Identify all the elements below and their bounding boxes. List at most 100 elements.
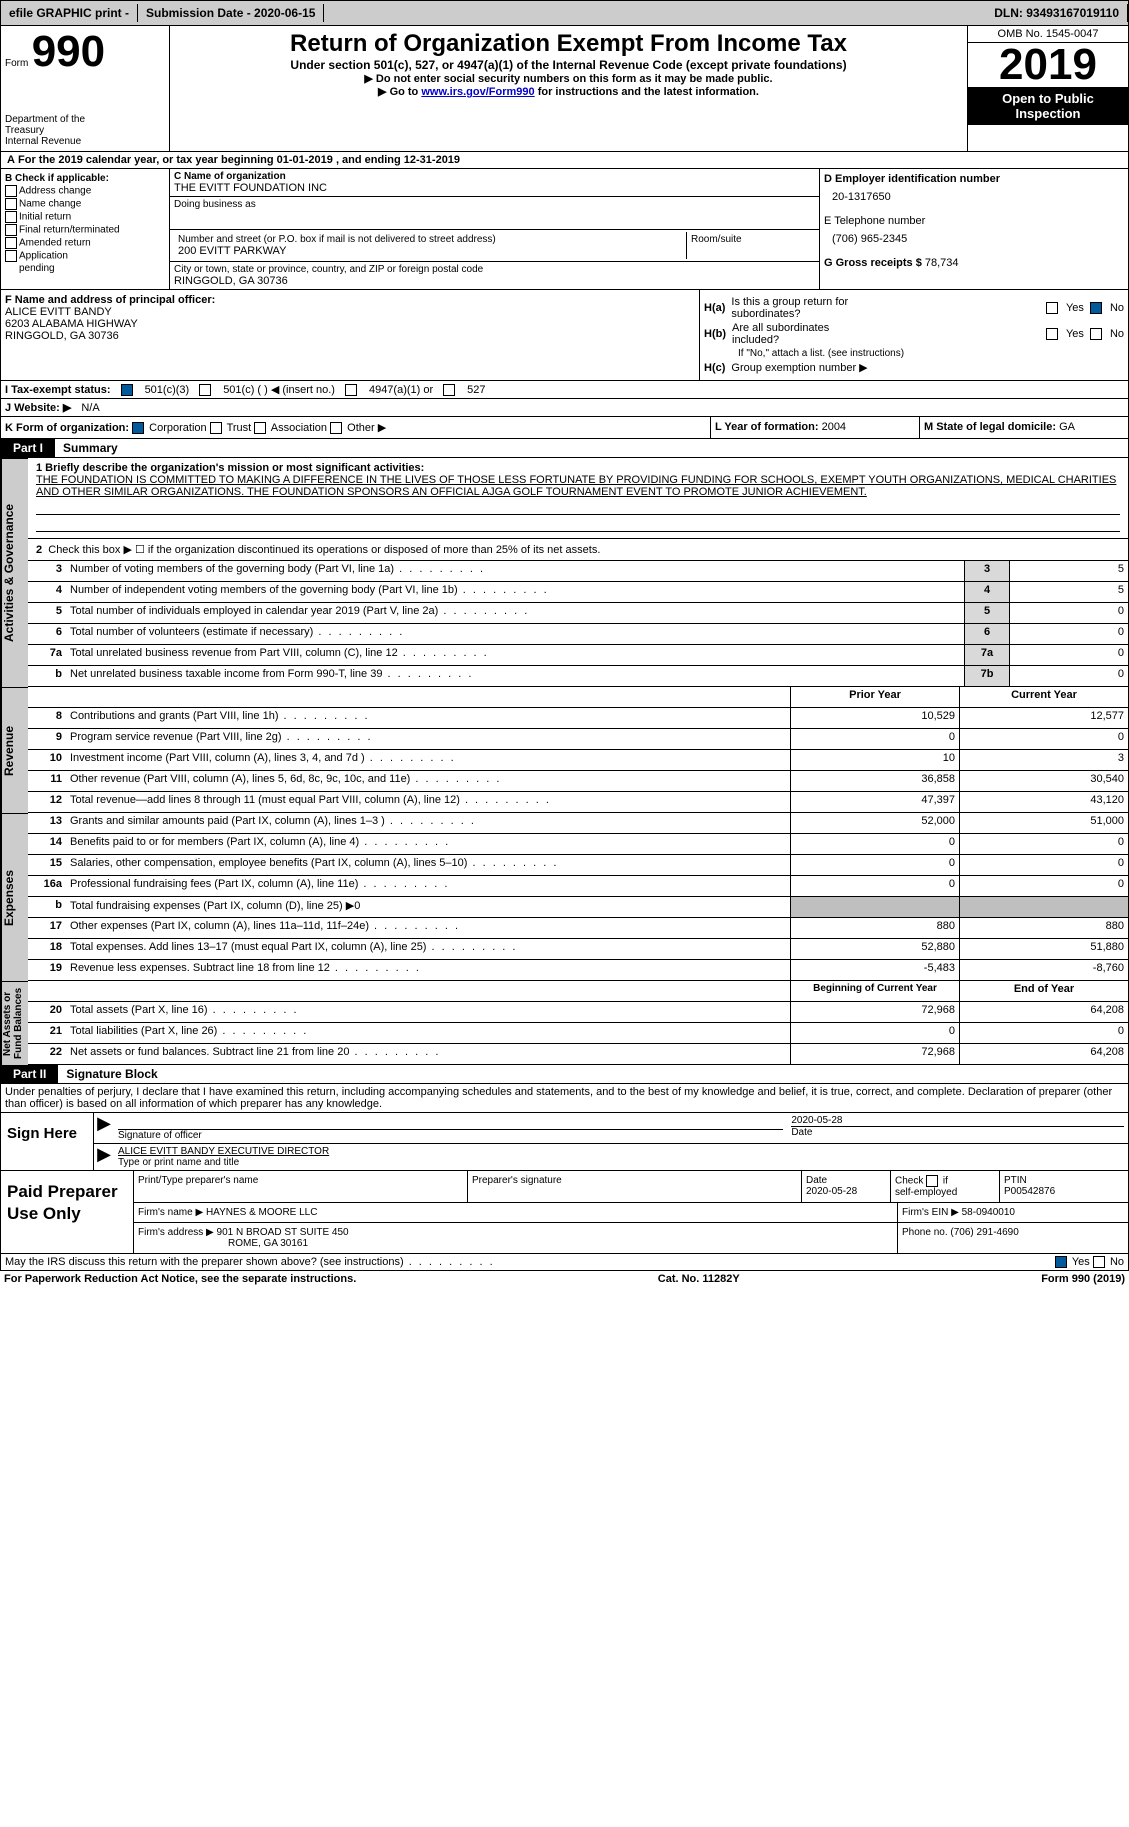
- chk-final-return[interactable]: [5, 224, 17, 236]
- open-to-public: Open to PublicInspection: [968, 87, 1128, 125]
- table-row: 13Grants and similar amounts paid (Part …: [28, 813, 1129, 834]
- row-i: I Tax-exempt status: 501(c)(3) 501(c) ( …: [0, 381, 1129, 399]
- chk-amended-return[interactable]: [5, 237, 17, 249]
- preparer-block: Paid Preparer Use Only Print/Type prepar…: [0, 1171, 1129, 1254]
- sig-of-officer-label: Signature of officer: [118, 1129, 783, 1141]
- name-arrow-icon: ▶: [94, 1144, 114, 1170]
- top-bar: efile GRAPHIC print - Submission Date - …: [0, 0, 1129, 26]
- line2-text: Check this box ▶ ☐ if the organization d…: [48, 544, 600, 556]
- table-row: 17Other expenses (Part IX, column (A), l…: [28, 918, 1129, 939]
- chk-application[interactable]: [5, 250, 17, 262]
- chk-ha-yes[interactable]: [1046, 302, 1058, 314]
- form990-link[interactable]: www.irs.gov/Form990: [421, 86, 534, 98]
- expenses-section: Expenses 13Grants and similar amounts pa…: [0, 813, 1129, 981]
- hb-note: If "No," attach a list. (see instruction…: [704, 348, 1124, 359]
- hc-text: Group exemption number ▶: [731, 361, 867, 374]
- chk-ha-no[interactable]: [1090, 302, 1102, 314]
- form-word: Form: [5, 58, 28, 69]
- table-row: 8Contributions and grants (Part VIII, li…: [28, 708, 1129, 729]
- org-name: THE EVITT FOUNDATION INC: [174, 182, 327, 194]
- year-formation: 2004: [822, 421, 846, 433]
- chk-hb-yes[interactable]: [1046, 328, 1058, 340]
- chk-self-employed[interactable]: [926, 1175, 938, 1187]
- box-d: D Employer identification number 20-1317…: [819, 169, 1128, 289]
- room-label: Room/suite: [691, 234, 742, 245]
- chk-name-change[interactable]: [5, 198, 17, 210]
- table-row: 20Total assets (Part X, line 16)72,96864…: [28, 1002, 1129, 1023]
- table-row: bNet unrelated business taxable income f…: [28, 666, 1129, 687]
- telephone-label: E Telephone number: [824, 215, 1124, 227]
- table-row: 14Benefits paid to or for members (Part …: [28, 834, 1129, 855]
- box-c: C Name of organization THE EVITT FOUNDAT…: [170, 169, 819, 289]
- box-b: B Check if applicable: Address change Na…: [1, 169, 170, 289]
- col-prior-year: Prior Year: [790, 687, 959, 707]
- chk-corporation[interactable]: [132, 422, 144, 434]
- chk-discuss-no[interactable]: [1093, 1256, 1105, 1268]
- prep-date: 2020-05-28: [806, 1186, 857, 1197]
- paid-preparer-label: Paid Preparer Use Only: [1, 1171, 134, 1253]
- chk-hb-no[interactable]: [1090, 328, 1102, 340]
- perjury-text: Under penalties of perjury, I declare th…: [0, 1084, 1129, 1113]
- table-row: bTotal fundraising expenses (Part IX, co…: [28, 897, 1129, 918]
- sidetab-governance: Activities & Governance: [1, 458, 28, 687]
- ein: 20-1317650: [824, 185, 1124, 215]
- table-row: 9Program service revenue (Part VIII, lin…: [28, 729, 1129, 750]
- firm-addr2: ROME, GA 30161: [138, 1238, 308, 1249]
- sign-date-label: Date: [791, 1126, 1124, 1138]
- part1-header: Part I Summary: [0, 439, 1129, 458]
- table-row: 11Other revenue (Part VIII, column (A), …: [28, 771, 1129, 792]
- firm-ein: 58-0940010: [962, 1207, 1015, 1218]
- discuss-row: May the IRS discuss this return with the…: [0, 1254, 1129, 1271]
- chk-trust[interactable]: [210, 422, 222, 434]
- line1-label: 1 Briefly describe the organization's mi…: [36, 462, 424, 474]
- chk-initial-return[interactable]: [5, 211, 17, 223]
- chk-other[interactable]: [330, 422, 342, 434]
- chk-association[interactable]: [254, 422, 266, 434]
- chk-527[interactable]: [443, 384, 455, 396]
- sidetab-expenses: Expenses: [1, 813, 28, 981]
- form-number: 990: [32, 27, 105, 76]
- sidetab-revenue: Revenue: [1, 687, 28, 813]
- dln: DLN: 93493167019110: [986, 4, 1128, 22]
- officer-addr1: 6203 ALABAMA HIGHWAY: [5, 318, 138, 330]
- table-row: 6Total number of volunteers (estimate if…: [28, 624, 1129, 645]
- sign-arrow-icon: ▶: [94, 1113, 114, 1143]
- footer-row: For Paperwork Reduction Act Notice, see …: [0, 1271, 1129, 1287]
- part2-header: Part II Signature Block: [0, 1065, 1129, 1084]
- cat-no: Cat. No. 11282Y: [658, 1273, 740, 1285]
- col-beg-year: Beginning of Current Year: [790, 981, 959, 1001]
- table-row: 19Revenue less expenses. Subtract line 1…: [28, 960, 1129, 981]
- netassets-section: Net Assets or Fund Balances Beginning of…: [0, 981, 1129, 1065]
- ptin: P00542876: [1004, 1186, 1055, 1197]
- table-row: 15Salaries, other compensation, employee…: [28, 855, 1129, 876]
- sign-date: 2020-05-28: [791, 1115, 1124, 1126]
- firm-phone: (706) 291-4690: [950, 1227, 1018, 1238]
- firm-addr1: 901 N BROAD ST SUITE 450: [217, 1227, 349, 1238]
- form-ref: Form 990 (2019): [1041, 1273, 1125, 1285]
- sign-here-label: Sign Here: [1, 1113, 94, 1170]
- chk-address-change[interactable]: [5, 185, 17, 197]
- main-title: Return of Organization Exempt From Incom…: [174, 30, 963, 58]
- state-domicile: GA: [1059, 421, 1075, 433]
- table-row: 5Total number of individuals employed in…: [28, 603, 1129, 624]
- telephone: (706) 965-2345: [824, 227, 1124, 257]
- table-row: 16aProfessional fundraising fees (Part I…: [28, 876, 1129, 897]
- chk-501c3[interactable]: [121, 384, 133, 396]
- table-row: 4Number of independent voting members of…: [28, 582, 1129, 603]
- chk-4947[interactable]: [345, 384, 357, 396]
- chk-501c[interactable]: [199, 384, 211, 396]
- sidetab-netassets: Net Assets or Fund Balances: [1, 981, 28, 1065]
- table-row: 7aTotal unrelated business revenue from …: [28, 645, 1129, 666]
- form-header: Form 990 Department of the Treasury Inte…: [0, 26, 1129, 152]
- officer-addr2: RINGGOLD, GA 30736: [5, 330, 119, 342]
- revenue-section: Revenue Prior Year Current Year 8Contrib…: [0, 687, 1129, 813]
- gross-receipts: 78,734: [925, 257, 959, 269]
- tax-year: 2019: [968, 43, 1128, 87]
- row-j: J Website: ▶ N/A: [0, 399, 1129, 417]
- dept-line: Department of the Treasury Internal Reve…: [5, 114, 165, 147]
- chk-discuss-yes[interactable]: [1055, 1256, 1067, 1268]
- efile-label: efile GRAPHIC print -: [1, 4, 138, 22]
- row-klm: K Form of organization: Corporation Trus…: [0, 417, 1129, 439]
- table-row: 12Total revenue—add lines 8 through 11 (…: [28, 792, 1129, 813]
- print-name-label: Type or print name and title: [118, 1157, 1124, 1168]
